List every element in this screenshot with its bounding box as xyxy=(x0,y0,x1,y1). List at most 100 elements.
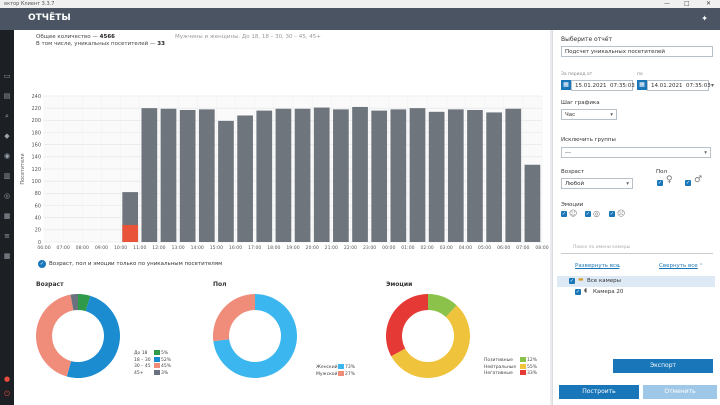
emotions-title: Эмоции xyxy=(386,281,413,288)
legend-label: Мужской xyxy=(316,371,338,377)
visitors-bar-chart: 0 20 40 60 80 100 120 140 160 180 200 220 240 Посетит… xyxy=(20,94,549,251)
y-tick-label: 240 xyxy=(31,94,41,100)
y-tick-label: 60 xyxy=(35,203,41,209)
pin-icon[interactable]: ✦ xyxy=(701,14,708,23)
y-tick-label: 180 xyxy=(31,130,41,136)
window-title: ектор Клиент 3.3.7 xyxy=(4,1,55,7)
date-dropdown-icon[interactable]: ▾ xyxy=(711,82,715,89)
power-icon[interactable]: ⏻ xyxy=(4,390,10,398)
y-tick-label: 80 xyxy=(35,191,41,197)
archive-icon[interactable]: ▤ xyxy=(3,92,11,100)
report-main: Общее количество — 4566 В том числе, уни… xyxy=(14,30,550,405)
collapse-all-link[interactable]: Свернуть все xyxy=(659,263,698,269)
map-icon[interactable]: ▦ xyxy=(3,212,11,220)
legend-value: 33% xyxy=(527,371,538,376)
x-tick-label: 17:00 xyxy=(248,245,261,251)
male-checkbox[interactable]: ✓ xyxy=(685,180,691,186)
unique-only-toggle[interactable]: ✓ xyxy=(38,260,46,268)
donut-slice xyxy=(428,294,457,318)
minimize-button[interactable]: — xyxy=(664,0,670,7)
from-date: 15.01.2021 xyxy=(575,83,607,89)
donut-slice xyxy=(70,294,78,311)
filter-summary: Мужчины и женщины. До 18, 18 – 30, 30 – … xyxy=(175,34,321,40)
user-icon[interactable]: ◉ xyxy=(3,152,11,160)
x-tick-label: 07:00 xyxy=(516,245,529,251)
donut-slice xyxy=(66,295,121,379)
bar-total xyxy=(256,110,273,242)
female-checkbox[interactable]: ✓ xyxy=(657,180,663,186)
bar-total xyxy=(467,109,483,242)
list-icon[interactable]: ≡ xyxy=(4,232,10,240)
x-tick-label: 08:00 xyxy=(535,245,548,251)
chevron-up-icon: ⌃ xyxy=(699,263,704,269)
page-header: ОТЧЁТЫ ✦ xyxy=(0,8,720,30)
reports-icon[interactable]: ▥ xyxy=(3,172,11,180)
x-tick-label: 20:00 xyxy=(306,245,319,251)
tree-row-all[interactable] xyxy=(557,276,715,287)
camera-search-input[interactable]: Поиск по имени камеры xyxy=(561,243,713,254)
x-tick-label: 16:00 xyxy=(229,245,242,251)
page-title: ОТЧЁТЫ xyxy=(28,13,71,23)
bar-total xyxy=(524,164,541,242)
legend-label: 30 – 45 xyxy=(134,364,151,369)
positive-checkbox[interactable]: ✓ xyxy=(561,211,567,217)
folder-icon: ▬ xyxy=(578,276,584,283)
camera-20-checkbox[interactable]: ✓ xyxy=(575,289,581,295)
all-cameras-checkbox[interactable]: ✓ xyxy=(569,278,575,284)
exclude-select[interactable]: --- xyxy=(561,147,711,158)
y-axis-label: Посетители xyxy=(20,153,26,184)
to-datetime[interactable]: 14.01.2021 07:35:03 xyxy=(647,80,711,91)
donut-slice xyxy=(213,294,255,342)
gender-donut-chart xyxy=(213,294,297,378)
legend-value: 55% xyxy=(527,364,538,370)
sidebar: ▭ ▤ ⌕ ◆ ◉ ▥ ◎ ▦ ≡ ▦ ● ⏻ xyxy=(0,30,14,405)
emotions-filter-label: Эмоции xyxy=(561,202,584,208)
step-select[interactable]: Час xyxy=(561,109,617,120)
negative-checkbox[interactable]: ✓ xyxy=(609,211,615,217)
layout-icon[interactable]: ▭ xyxy=(3,72,11,80)
alarm-icon[interactable]: ◆ xyxy=(4,132,10,140)
age-title: Возраст xyxy=(36,281,64,288)
unique-count: В том числе, уникальных посетителей — 33 xyxy=(36,41,165,47)
female-icon: ♀ xyxy=(666,175,673,185)
emotions-donut-chart xyxy=(386,294,470,378)
alert-icon[interactable]: ● xyxy=(3,375,11,383)
from-calendar-icon[interactable]: ▦ xyxy=(561,80,571,90)
bar-total xyxy=(179,109,196,242)
unique-only-label: Возраст, пол и эмоции только по уникальн… xyxy=(49,261,223,267)
export-button[interactable]: Экспорт xyxy=(613,359,713,373)
legend-value: 52% xyxy=(161,357,172,363)
event-icon[interactable]: ◎ xyxy=(3,192,11,200)
x-tick-label: 01:00 xyxy=(401,245,414,251)
legend-swatch xyxy=(154,350,160,355)
grid-icon[interactable]: ▦ xyxy=(3,252,11,260)
to-label: по xyxy=(637,72,643,77)
to-calendar-icon[interactable]: ▦ xyxy=(637,80,647,90)
x-tick-label: 21:00 xyxy=(325,245,338,251)
legend-item: Негативные 33% xyxy=(484,370,537,376)
maximize-button[interactable]: □ xyxy=(684,0,690,7)
build-button[interactable]: Построить xyxy=(559,385,639,399)
legend-label: До 18 xyxy=(134,351,148,356)
age-filter-select[interactable]: Любой xyxy=(561,178,633,189)
report-select[interactable]: Подсчет уникальных посетителей xyxy=(561,46,713,57)
expand-all-link[interactable]: Развернуть все xyxy=(575,263,620,269)
y-tick-label: 40 xyxy=(35,215,41,221)
x-tick-label: 07:00 xyxy=(57,245,70,251)
bar-total xyxy=(198,109,215,242)
report-select-label: Выберите отчёт xyxy=(561,36,612,43)
donut-slice xyxy=(386,294,428,357)
legend-item: Мужской 27% xyxy=(316,370,355,377)
neutral-checkbox[interactable]: ✓ xyxy=(585,211,591,217)
y-tick-label: 120 xyxy=(31,167,41,173)
bar-total xyxy=(505,108,522,243)
from-datetime[interactable]: 15.01.2021 07:35:03 xyxy=(571,80,635,91)
cancel-button[interactable]: Отменить xyxy=(643,385,717,399)
search-icon[interactable]: ⌕ xyxy=(5,112,9,120)
bar-total xyxy=(237,115,253,242)
legend-swatch xyxy=(154,356,160,362)
bar-total xyxy=(409,108,426,242)
bar-total xyxy=(486,112,502,242)
close-button[interactable]: ✕ xyxy=(706,0,712,7)
total-value: 4566 xyxy=(99,34,115,40)
